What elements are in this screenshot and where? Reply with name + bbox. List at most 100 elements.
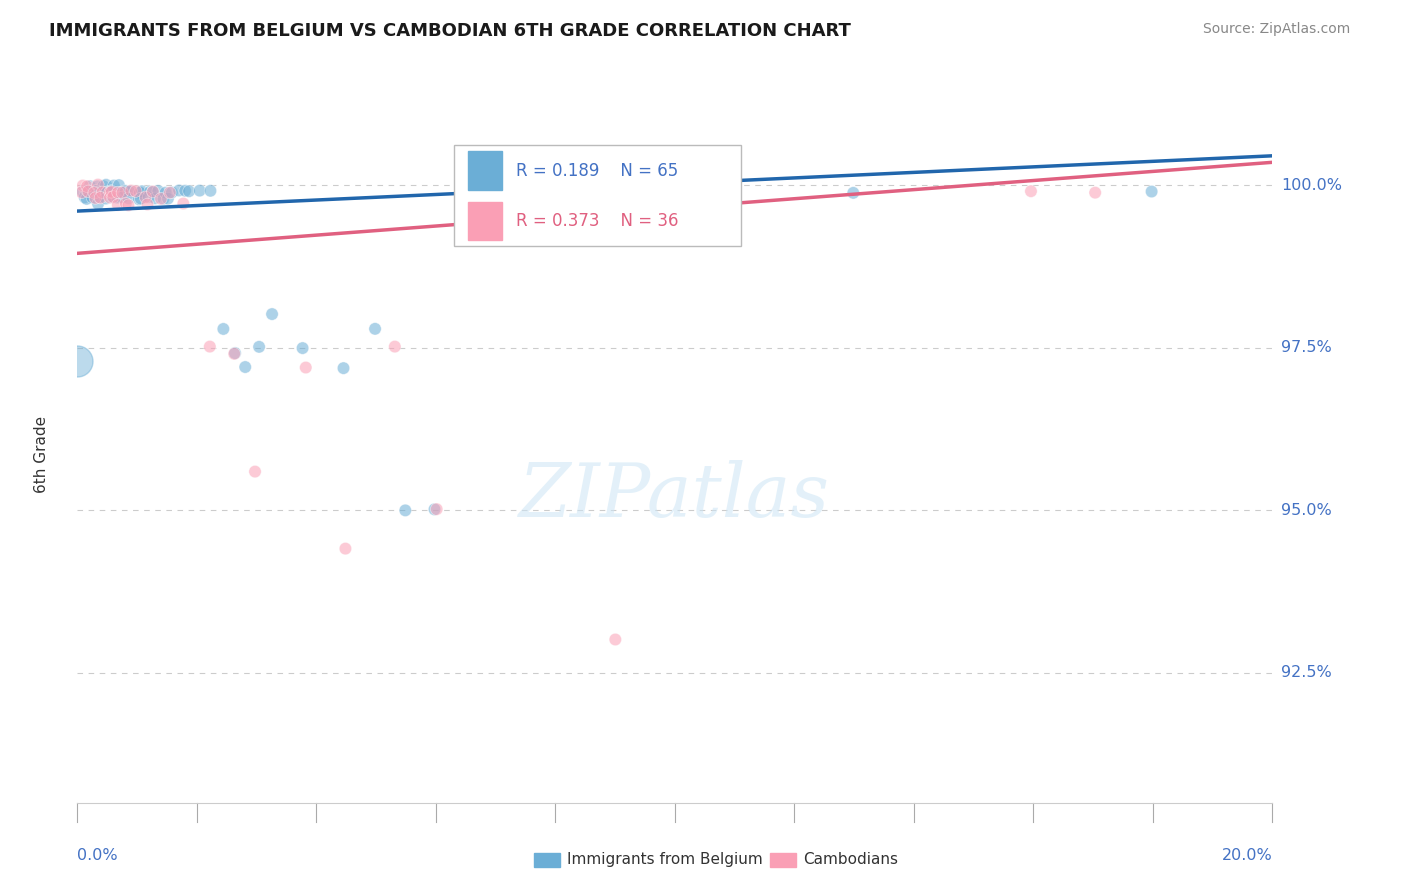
Point bbox=[100, 185, 122, 199]
Point bbox=[172, 196, 194, 211]
Point bbox=[177, 184, 200, 198]
Point bbox=[84, 191, 107, 205]
Point bbox=[247, 340, 270, 354]
Point bbox=[114, 185, 136, 199]
Point bbox=[117, 198, 139, 212]
Text: IMMIGRANTS FROM BELGIUM VS CAMBODIAN 6TH GRADE CORRELATION CHART: IMMIGRANTS FROM BELGIUM VS CAMBODIAN 6TH… bbox=[49, 22, 851, 40]
Point bbox=[188, 184, 211, 198]
Point bbox=[121, 185, 143, 199]
Point bbox=[156, 192, 179, 206]
Point bbox=[262, 307, 284, 321]
Point bbox=[364, 322, 387, 336]
FancyBboxPatch shape bbox=[468, 202, 502, 240]
Point bbox=[160, 186, 183, 200]
Point bbox=[73, 190, 96, 204]
Point bbox=[86, 179, 108, 194]
Point bbox=[128, 192, 150, 206]
Point bbox=[79, 179, 101, 194]
Text: Source: ZipAtlas.com: Source: ZipAtlas.com bbox=[1202, 22, 1350, 37]
Point bbox=[394, 503, 416, 517]
Text: 92.5%: 92.5% bbox=[1281, 665, 1331, 681]
Point bbox=[174, 184, 197, 198]
Point bbox=[96, 185, 118, 199]
Point bbox=[76, 179, 98, 194]
Point bbox=[114, 196, 136, 211]
Point bbox=[129, 192, 152, 206]
Point bbox=[89, 190, 111, 204]
Point bbox=[155, 186, 177, 200]
Point bbox=[107, 186, 129, 200]
FancyBboxPatch shape bbox=[468, 152, 502, 190]
Point bbox=[120, 184, 142, 198]
Point bbox=[1019, 184, 1042, 198]
Point bbox=[152, 192, 174, 206]
Point bbox=[1084, 186, 1107, 200]
Point bbox=[76, 184, 98, 198]
Point bbox=[98, 190, 121, 204]
Point bbox=[136, 197, 159, 211]
Point bbox=[212, 322, 235, 336]
Point bbox=[233, 359, 256, 374]
Point bbox=[89, 191, 111, 205]
Point bbox=[605, 632, 627, 647]
Point bbox=[167, 184, 190, 198]
Text: 20.0%: 20.0% bbox=[1222, 848, 1272, 863]
Point bbox=[291, 341, 314, 355]
Point bbox=[118, 185, 141, 199]
Point bbox=[98, 186, 121, 200]
Point bbox=[86, 184, 108, 198]
Point bbox=[91, 186, 114, 200]
Point bbox=[842, 186, 865, 200]
Point bbox=[105, 190, 128, 204]
Point bbox=[1140, 185, 1163, 199]
Point bbox=[111, 190, 134, 204]
Point bbox=[76, 183, 98, 197]
Text: 6th Grade: 6th Grade bbox=[34, 417, 49, 493]
Text: 97.5%: 97.5% bbox=[1281, 340, 1331, 355]
Point bbox=[84, 184, 107, 198]
Point bbox=[100, 184, 122, 198]
Point bbox=[96, 186, 118, 200]
Point bbox=[89, 185, 111, 199]
Point bbox=[134, 190, 156, 204]
Text: Immigrants from Belgium: Immigrants from Belgium bbox=[567, 853, 762, 867]
Point bbox=[101, 190, 124, 204]
Text: ZIPatlas: ZIPatlas bbox=[519, 460, 831, 533]
Text: R = 0.373    N = 36: R = 0.373 N = 36 bbox=[516, 212, 679, 230]
Point bbox=[131, 184, 153, 198]
Point bbox=[103, 178, 125, 193]
Point bbox=[94, 192, 117, 206]
Point bbox=[335, 541, 357, 556]
Point bbox=[143, 191, 166, 205]
Text: 100.0%: 100.0% bbox=[1281, 178, 1341, 193]
Text: R = 0.189    N = 65: R = 0.189 N = 65 bbox=[516, 161, 678, 179]
Point bbox=[200, 184, 222, 198]
Point bbox=[70, 186, 93, 200]
Point bbox=[224, 346, 246, 360]
Point bbox=[149, 192, 172, 206]
Point bbox=[87, 178, 110, 192]
Point bbox=[72, 178, 94, 193]
Point bbox=[142, 185, 165, 199]
Point bbox=[426, 502, 449, 516]
Point bbox=[89, 186, 111, 200]
Point bbox=[72, 185, 94, 199]
Point bbox=[384, 340, 406, 354]
Text: Cambodians: Cambodians bbox=[803, 853, 898, 867]
Point bbox=[75, 186, 97, 200]
Point bbox=[423, 502, 446, 516]
Point bbox=[198, 340, 221, 354]
Point bbox=[66, 353, 89, 368]
Point bbox=[142, 185, 165, 199]
Point bbox=[107, 198, 129, 212]
Point bbox=[128, 186, 150, 200]
Point bbox=[128, 186, 150, 200]
Point bbox=[114, 184, 136, 198]
Text: 0.0%: 0.0% bbox=[77, 848, 118, 863]
Point bbox=[87, 197, 110, 211]
Point bbox=[243, 465, 266, 479]
FancyBboxPatch shape bbox=[454, 145, 741, 246]
Point bbox=[125, 184, 148, 198]
Point bbox=[117, 191, 139, 205]
Point bbox=[224, 347, 246, 361]
